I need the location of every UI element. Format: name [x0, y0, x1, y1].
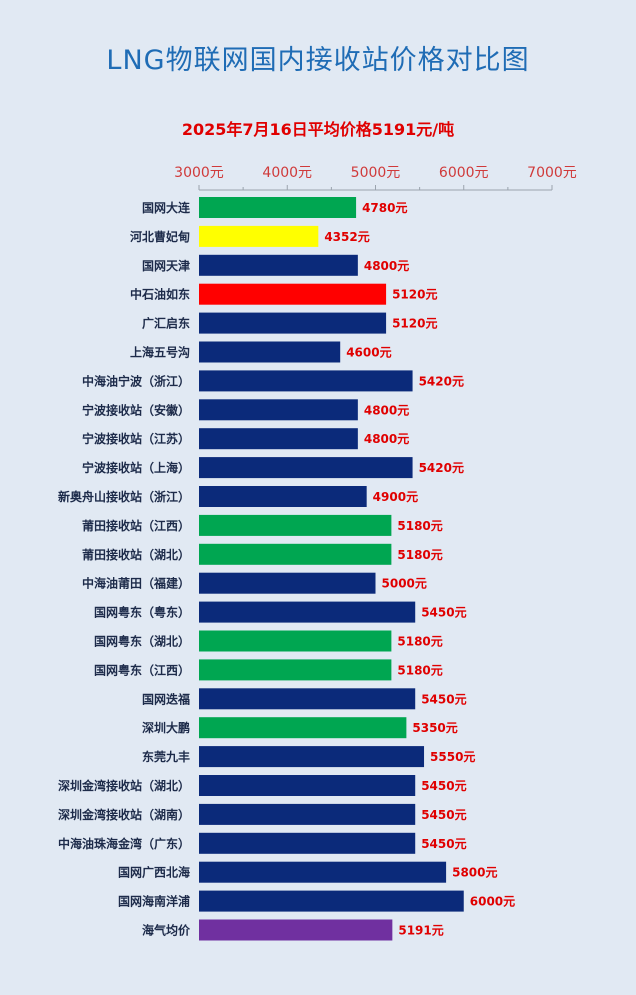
value-label: 5450元 [421, 606, 466, 620]
category-label: 国网广西北海 [118, 865, 190, 880]
category-label: 宁波接收站（上海） [82, 460, 190, 475]
value-label: 5450元 [421, 779, 466, 793]
category-label: 国网粤东（湖北） [94, 634, 190, 649]
bar [199, 775, 416, 796]
bar [199, 283, 387, 305]
x-tick-label: 6000元 [439, 165, 489, 181]
bar [199, 370, 413, 392]
bar [199, 832, 416, 854]
bar [199, 890, 464, 912]
x-tick-label: 4000元 [262, 165, 312, 181]
category-label: 国网迭福 [142, 691, 190, 706]
category-label: 宁波接收站（江苏） [82, 431, 190, 446]
category-label: 广汇启东 [142, 316, 190, 331]
bar [199, 514, 392, 536]
bar [199, 572, 376, 594]
value-label: 5180元 [397, 663, 442, 677]
bar [199, 399, 358, 421]
bar [199, 630, 392, 652]
category-label: 河北曹妃甸 [129, 229, 190, 244]
value-label: 5420元 [419, 374, 464, 388]
value-label: 5450元 [421, 837, 466, 851]
category-label: 国网天津 [142, 258, 190, 273]
x-tick-label: 3000元 [174, 165, 224, 181]
bar [199, 717, 407, 739]
bar [199, 341, 341, 363]
value-label: 5120元 [392, 317, 437, 331]
category-label: 中海油珠海金湾（广东） [58, 836, 190, 851]
category-label: 宁波接收站（安徽） [82, 402, 190, 417]
bar [199, 659, 392, 681]
value-label: 6000元 [470, 895, 515, 909]
category-label: 深圳金湾接收站（湖北） [58, 778, 190, 793]
value-label: 5120元 [392, 288, 437, 302]
bar [199, 543, 392, 565]
category-label: 深圳大鹏 [142, 720, 190, 735]
bar [199, 225, 319, 247]
bar [199, 428, 358, 450]
bar [199, 803, 416, 825]
chart-subtitle: 2025年7月16日平均价格5191元/吨 [181, 120, 455, 139]
category-label: 国网海南洋浦 [118, 894, 190, 909]
value-label: 5550元 [430, 750, 475, 764]
bar [199, 601, 416, 623]
value-label: 5191元 [398, 924, 443, 938]
bar [199, 919, 393, 941]
category-label: 中石油如东 [130, 287, 190, 302]
bar [199, 197, 357, 218]
value-label: 4800元 [364, 403, 409, 417]
value-label: 4900元 [373, 490, 418, 504]
value-label: 5450元 [421, 692, 466, 706]
category-label: 新奥舟山接收站（浙江） [58, 489, 190, 504]
bar [199, 486, 367, 507]
category-label: 中海油宁波（浙江） [82, 373, 190, 388]
chart-title: LNG物联网国内接收站价格对比图 [106, 45, 530, 76]
value-label: 5000元 [382, 577, 427, 591]
value-label: 4800元 [364, 432, 409, 446]
bar [199, 312, 387, 334]
category-label: 国网粤东（江西） [94, 662, 190, 677]
value-label: 4800元 [364, 259, 409, 273]
value-label: 5180元 [397, 519, 442, 533]
bar [199, 688, 416, 710]
category-label: 国网粤东（粤东） [94, 605, 190, 620]
value-label: 5180元 [397, 635, 442, 649]
category-label: 东莞九丰 [142, 749, 190, 764]
bar [199, 861, 447, 883]
value-label: 5180元 [397, 548, 442, 562]
value-label: 5350元 [412, 721, 457, 735]
value-label: 5450元 [421, 808, 466, 822]
value-label: 5800元 [452, 866, 497, 880]
bar [199, 457, 413, 479]
bar [199, 254, 358, 276]
value-label: 4352元 [324, 230, 369, 244]
x-tick-label: 5000元 [351, 165, 401, 181]
value-label: 5420元 [419, 461, 464, 475]
category-label: 莆田接收站（江西） [82, 518, 190, 533]
value-label: 4780元 [362, 201, 407, 215]
bar [199, 746, 425, 768]
value-label: 4600元 [346, 346, 391, 360]
category-label: 莆田接收站（湖北） [82, 547, 190, 562]
category-label: 深圳金湾接收站（湖南） [58, 807, 190, 822]
x-tick-label: 7000元 [527, 165, 577, 181]
category-label: 海气均价 [142, 923, 191, 938]
category-label: 国网大连 [142, 200, 191, 215]
category-label: 中海油莆田（福建） [82, 576, 190, 591]
category-label: 上海五号沟 [130, 345, 190, 360]
